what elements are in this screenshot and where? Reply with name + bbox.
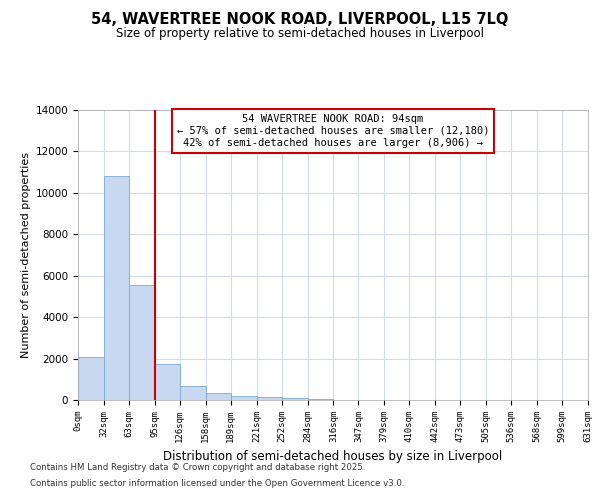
Bar: [104, 176, 129, 400]
Bar: [308, 399, 334, 400]
Text: 54, WAVERTREE NOOK ROAD, LIVERPOOL, L15 7LQ: 54, WAVERTREE NOOK ROAD, LIVERPOOL, L15 …: [91, 12, 509, 28]
X-axis label: Distribution of semi-detached houses by size in Liverpool: Distribution of semi-detached houses by …: [163, 450, 503, 464]
Bar: [129, 285, 155, 400]
Bar: [257, 397, 281, 400]
Bar: [281, 398, 308, 400]
Bar: [180, 386, 206, 400]
Bar: [78, 356, 104, 400]
Bar: [206, 393, 231, 400]
Text: Size of property relative to semi-detached houses in Liverpool: Size of property relative to semi-detach…: [116, 28, 484, 40]
Text: Contains public sector information licensed under the Open Government Licence v3: Contains public sector information licen…: [30, 478, 404, 488]
Y-axis label: Number of semi-detached properties: Number of semi-detached properties: [22, 152, 31, 358]
Bar: [231, 396, 257, 400]
Text: 54 WAVERTREE NOOK ROAD: 94sqm
← 57% of semi-detached houses are smaller (12,180): 54 WAVERTREE NOOK ROAD: 94sqm ← 57% of s…: [177, 114, 489, 148]
Bar: [155, 364, 180, 400]
Text: Contains HM Land Registry data © Crown copyright and database right 2025.: Contains HM Land Registry data © Crown c…: [30, 464, 365, 472]
